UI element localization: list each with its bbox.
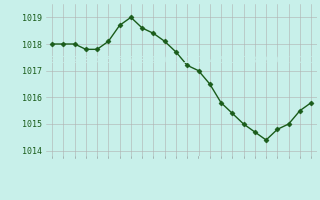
Text: 16: 16	[228, 56, 237, 65]
Text: 0: 0	[50, 56, 54, 65]
Text: 19: 19	[261, 56, 271, 65]
Text: 15: 15	[216, 56, 226, 65]
Text: 10: 10	[160, 56, 169, 65]
Text: 11: 11	[171, 56, 180, 65]
Text: 18: 18	[250, 56, 260, 65]
Text: 4: 4	[95, 56, 100, 65]
Text: 8: 8	[140, 56, 144, 65]
Text: 14: 14	[205, 56, 214, 65]
Text: 17: 17	[239, 56, 248, 65]
Text: 5: 5	[106, 56, 111, 65]
Text: 20: 20	[273, 56, 282, 65]
Text: 23: 23	[307, 56, 316, 65]
Text: 13: 13	[194, 56, 203, 65]
Text: 3: 3	[84, 56, 88, 65]
Text: Graphe pression niveau de la mer (hPa): Graphe pression niveau de la mer (hPa)	[48, 159, 272, 169]
Text: 7: 7	[129, 56, 133, 65]
Text: 2: 2	[72, 56, 77, 65]
Text: 22: 22	[295, 56, 305, 65]
Text: 1: 1	[61, 56, 66, 65]
Text: 12: 12	[183, 56, 192, 65]
Text: 9: 9	[151, 56, 156, 65]
Text: 21: 21	[284, 56, 293, 65]
Text: 6: 6	[117, 56, 122, 65]
